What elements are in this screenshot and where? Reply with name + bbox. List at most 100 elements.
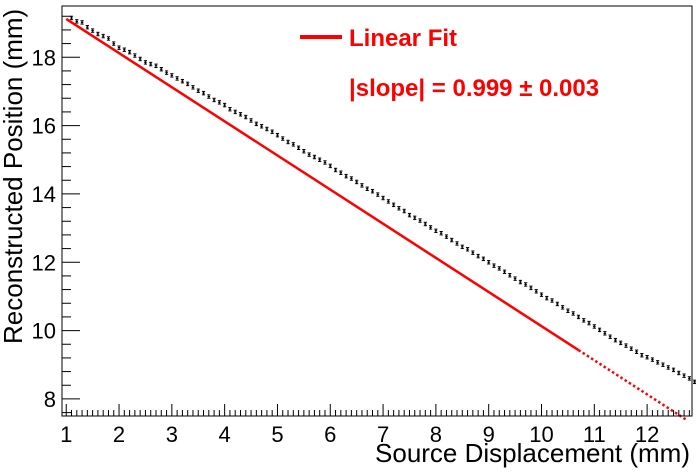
data-point [149,61,153,67]
data-point [518,279,522,285]
data-point [603,331,607,336]
data-point [244,114,248,120]
data-point [212,97,216,103]
data-point [217,100,221,105]
data-point [254,121,258,127]
x-tick-label: 9 [483,422,495,447]
data-point [344,173,348,179]
data-point [270,129,274,134]
data-point [75,19,79,24]
x-tick-label: 8 [430,422,442,447]
data-point [228,106,232,112]
data-point [365,186,369,191]
data-point [302,149,306,154]
data-point [407,212,412,218]
data-point [381,195,385,201]
data-point [112,41,116,46]
data-point [492,263,496,268]
data-point [434,228,438,234]
data-point [323,160,327,165]
data-point [127,49,132,55]
data-point [634,349,639,354]
data-point [307,152,311,157]
data-point [318,157,322,162]
y-axis-label: Reconstructed Position (mm) [0,9,28,344]
data-point [101,33,105,39]
data-point [561,305,565,310]
x-tick-label: 7 [377,422,389,447]
data-point [465,247,470,252]
y-tick-label: 14 [32,182,56,207]
data-point [592,324,596,329]
data-point [666,365,670,370]
legend: Linear Fit |slope| = 0.999 ± 0.003 [300,25,599,102]
data-point [640,352,644,358]
data-point [223,102,227,108]
data-point [450,237,454,243]
data-point [497,266,501,271]
data-point [566,308,570,313]
data-point [529,285,533,291]
data-point [96,31,100,37]
data-point [186,81,190,87]
data-point [402,208,406,214]
data-point [508,273,512,278]
data-point [587,320,591,326]
data-point [291,142,295,147]
x-axis-label: Source Displacement (mm) [375,438,690,468]
data-point [180,78,185,84]
y-tick-label: 18 [32,45,56,70]
data-point [138,56,142,62]
x-tick-label: 6 [324,422,336,447]
data-point [376,192,380,197]
data-point [687,376,691,381]
data-point [539,292,544,297]
data-point [444,234,449,239]
data-point [69,15,74,21]
data-point [397,206,401,211]
data-point [487,260,491,265]
points-layer [69,15,696,385]
data-point [91,28,95,33]
data-point [360,183,364,188]
data-point [201,90,206,96]
data-point [418,218,422,223]
data-point [597,327,602,333]
data-point [524,282,528,287]
data-point [682,373,686,378]
data-point [370,188,375,194]
data-point [624,343,628,348]
x-tick-label: 2 [113,422,125,447]
data-point [296,145,301,150]
data-point [608,334,612,339]
data-point [117,45,121,50]
plot-frame [61,5,693,417]
data-point [339,170,343,175]
x-tick-label: 1 [60,422,72,447]
data-point [349,176,353,181]
data-point [545,295,549,301]
y-tick-label: 10 [32,319,56,344]
data-point [481,256,486,262]
data-point [175,76,179,81]
data-point [550,298,554,303]
data-point [502,269,507,275]
data-point [159,67,163,72]
data-point [281,136,285,141]
data-point [671,367,676,373]
data-point [439,231,443,236]
data-point [170,73,174,78]
data-point [555,301,559,307]
data-point [656,360,660,365]
data-point [207,94,211,99]
data-point [328,163,332,169]
data-point [275,132,280,138]
fit-line-solid [65,17,580,352]
data-point [133,53,137,58]
data-point [460,244,464,250]
data-point [429,225,433,230]
data-point [260,124,264,129]
data-point [233,109,237,115]
slope-annotation: |slope| = 0.999 ± 0.003 [349,75,599,102]
